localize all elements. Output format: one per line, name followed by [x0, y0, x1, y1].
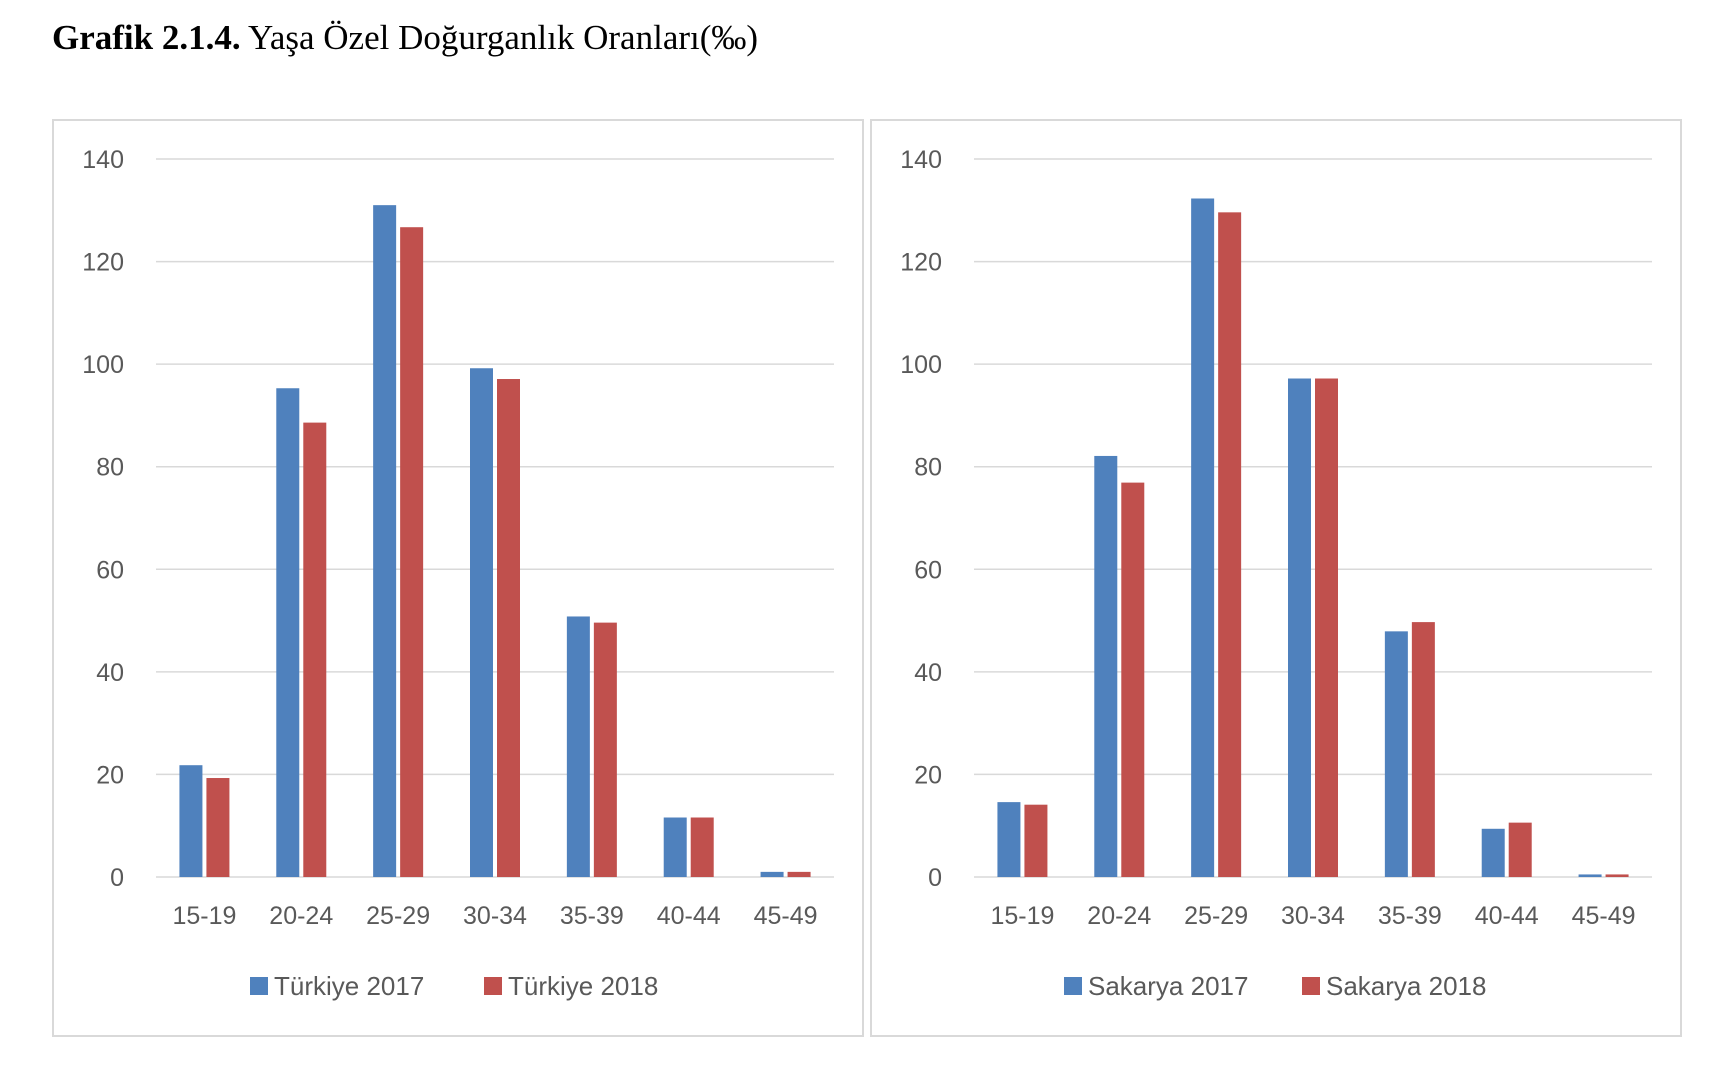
legend-swatch-türkiye-2018	[484, 977, 502, 995]
bar-turkiye-2018-45-49	[787, 871, 811, 877]
bar-sakarya-2018-25-29	[1218, 212, 1242, 877]
y-tick-label: 100	[82, 351, 124, 379]
bar-sakarya-2018-30-34	[1315, 378, 1338, 877]
x-tick-label: 25-29	[366, 902, 430, 930]
title-label: Grafik 2.1.4.	[52, 18, 241, 57]
legend-label: Sakarya 2017	[1088, 971, 1248, 1001]
bar-sakarya-2017-15-19	[997, 802, 1021, 877]
x-tick-label: 20-24	[269, 902, 333, 930]
y-tick-label: 40	[96, 659, 124, 687]
y-tick-label: 40	[914, 659, 942, 687]
bar-sakarya-2017-30-34	[1288, 378, 1311, 877]
x-tick-label: 40-44	[1475, 902, 1539, 930]
bar-turkiye-2018-25-29	[400, 227, 424, 878]
x-tick-label: 30-34	[463, 902, 527, 930]
y-tick-label: 20	[96, 761, 124, 789]
bar-sakarya-2018-15-19	[1024, 804, 1048, 877]
chart-sakarya-svg: 0 20 40 60 80 100 120 140 15-19 20-24 25-29 30-34 35…	[900, 146, 1652, 1001]
bar-turkiye-2017-40-44	[663, 817, 687, 877]
y-tick-label: 0	[928, 864, 942, 892]
bar-turkiye-2018-30-34	[497, 379, 520, 877]
x-tick-label: 25-29	[1184, 902, 1248, 930]
chart-turkiye: 0 20 40 60 80 100 120 140 15-19 20-24 25-29 30-34 35…	[52, 119, 864, 1037]
legend-swatch-türkiye-2017	[250, 977, 268, 995]
x-tick-label: 45-49	[754, 902, 818, 930]
bar-sakarya-2018-40-44	[1508, 822, 1532, 877]
legend-label: Sakarya 2018	[1326, 971, 1486, 1001]
bar-sakarya-2017-25-29	[1191, 198, 1215, 877]
y-tick-label: 60	[914, 556, 942, 584]
x-tick-label: 15-19	[990, 902, 1054, 930]
x-tick-label: 35-39	[560, 902, 624, 930]
bar-sakarya-2017-20-24	[1094, 455, 1118, 877]
x-tick-label: 45-49	[1572, 902, 1636, 930]
bar-sakarya-2017-45-49	[1578, 874, 1602, 877]
x-tick-label: 35-39	[1378, 902, 1442, 930]
title-text: Yaşa Özel Doğurganlık Oranları(‰)	[240, 18, 759, 57]
y-tick-label: 80	[96, 454, 124, 482]
x-tick-label: 40-44	[657, 902, 721, 930]
bar-sakarya-2018-45-49	[1605, 874, 1629, 877]
bar-turkiye-2018-15-19	[206, 778, 230, 877]
legend-swatch-sakarya-2017	[1064, 977, 1082, 995]
y-tick-label: 0	[110, 864, 124, 892]
bar-turkiye-2017-35-39	[566, 616, 590, 877]
bar-turkiye-2017-15-19	[179, 765, 203, 877]
bar-turkiye-2017-25-29	[373, 205, 397, 878]
bar-turkiye-2018-20-24	[303, 422, 327, 877]
y-tick-label: 20	[914, 761, 942, 789]
bar-turkiye-2017-30-34	[470, 368, 493, 877]
legend-swatch-sakarya-2018	[1302, 977, 1320, 995]
bar-turkiye-2018-35-39	[593, 622, 617, 877]
x-tick-label: 15-19	[172, 902, 236, 930]
chart-sakarya: 0 20 40 60 80 100 120 140 15-19 20-24 25-29 30-34 35…	[870, 119, 1682, 1037]
bar-turkiye-2018-40-44	[690, 817, 714, 877]
x-tick-label: 20-24	[1087, 902, 1151, 930]
page-title: Grafik 2.1.4. Yaşa Özel Doğurganlık Oran…	[52, 18, 758, 58]
y-tick-label: 120	[82, 249, 124, 277]
bar-turkiye-2017-20-24	[276, 388, 300, 877]
bar-sakarya-2017-35-39	[1384, 631, 1408, 877]
y-tick-label: 100	[900, 351, 942, 379]
y-tick-label: 80	[914, 454, 942, 482]
y-tick-label: 140	[82, 146, 124, 174]
legend-label: Türkiye 2018	[508, 971, 658, 1001]
legend-label: Türkiye 2017	[274, 971, 424, 1001]
bar-turkiye-2017-45-49	[760, 871, 784, 877]
y-tick-label: 60	[96, 556, 124, 584]
chart-turkiye-svg: 0 20 40 60 80 100 120 140 15-19 20-24 25-29 30-34 35…	[82, 146, 834, 1001]
bar-sakarya-2017-40-44	[1481, 828, 1505, 877]
y-tick-label: 120	[900, 249, 942, 277]
x-tick-label: 30-34	[1281, 902, 1345, 930]
y-tick-label: 140	[900, 146, 942, 174]
bar-sakarya-2018-20-24	[1121, 482, 1145, 877]
bar-sakarya-2018-35-39	[1411, 622, 1435, 877]
